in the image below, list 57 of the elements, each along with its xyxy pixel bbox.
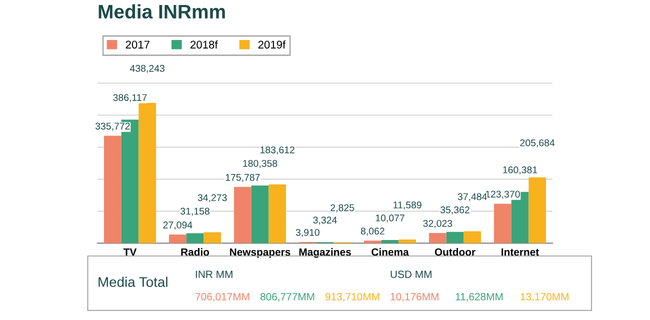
x-tick-label: Magazines bbox=[299, 248, 351, 258]
bar bbox=[104, 136, 122, 244]
data-label: 32,023 bbox=[423, 220, 452, 228]
legend-label: 2018f bbox=[190, 40, 218, 49]
x-tick-label: Internet bbox=[502, 248, 539, 256]
x-tick-label: Cinema bbox=[372, 248, 409, 256]
text: INR MM bbox=[196, 270, 232, 278]
bar bbox=[528, 177, 546, 244]
bar bbox=[446, 232, 464, 244]
bar bbox=[381, 240, 399, 244]
x-tick-label: Radio bbox=[181, 248, 210, 256]
data-label: 3,324 bbox=[313, 216, 337, 225]
bar bbox=[204, 232, 221, 244]
text: 706,017MM bbox=[196, 293, 250, 302]
legend-label: 2017 bbox=[126, 40, 150, 49]
bar bbox=[234, 186, 252, 244]
data-label: 31,158 bbox=[180, 208, 210, 216]
data-label: 8,062 bbox=[360, 228, 384, 236]
data-label: 438,243 bbox=[130, 64, 164, 73]
data-label: 205,684 bbox=[520, 139, 555, 148]
bar bbox=[169, 234, 186, 244]
data-label: 183,612 bbox=[260, 146, 294, 154]
text: Media Total bbox=[98, 276, 168, 287]
bar bbox=[251, 185, 269, 244]
bar bbox=[364, 240, 382, 244]
data-label: 160,381 bbox=[503, 166, 538, 174]
data-label: 10,077 bbox=[376, 214, 404, 223]
legend-label: 2019f bbox=[258, 40, 286, 49]
data-label: 335,772 bbox=[95, 122, 130, 131]
text: 806,777MM bbox=[260, 293, 314, 302]
bar bbox=[186, 233, 204, 244]
bar bbox=[398, 239, 416, 244]
text: 13,170MM bbox=[520, 293, 568, 302]
text: 11,628MM bbox=[456, 293, 503, 302]
bar bbox=[464, 231, 481, 244]
data-label: 35,362 bbox=[440, 206, 470, 214]
data-label: 386,117 bbox=[113, 94, 147, 102]
data-label: 2,825 bbox=[330, 204, 354, 212]
text: USD MM bbox=[390, 270, 432, 278]
bar bbox=[138, 102, 156, 244]
bar bbox=[429, 232, 446, 244]
data-label: 123,370 bbox=[486, 190, 520, 199]
x-tick-label: Outdoor bbox=[434, 248, 476, 256]
data-label: 3,910 bbox=[296, 228, 320, 238]
bar bbox=[268, 184, 286, 244]
text: 10,176MM bbox=[390, 293, 438, 302]
text: 913,710MM bbox=[325, 293, 380, 302]
data-label: 175,787 bbox=[226, 174, 260, 182]
data-label: 11,589 bbox=[394, 202, 422, 210]
x-tick-label: Newspapers bbox=[230, 248, 290, 258]
data-label: 34,273 bbox=[198, 194, 227, 202]
bar bbox=[494, 204, 512, 244]
x-tick-label: TV bbox=[123, 248, 137, 256]
data-label: 180,358 bbox=[243, 160, 278, 168]
chart-title: Media INRmm bbox=[98, 4, 225, 19]
data-label: 37,484 bbox=[458, 193, 487, 202]
data-label: 27,094 bbox=[163, 222, 192, 230]
